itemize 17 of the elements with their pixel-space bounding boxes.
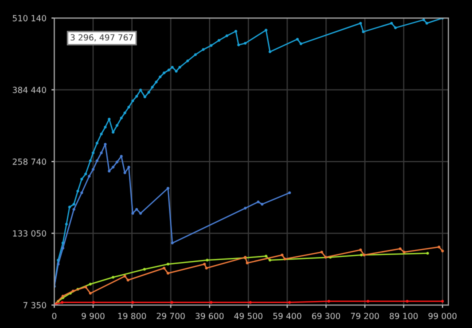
- x-tick-label: 19 800: [118, 312, 146, 320]
- y-tick-label: 133 050: [13, 230, 46, 237]
- y-tick-label: 510 140: [12, 15, 46, 22]
- y-tick-label: 258 740: [12, 158, 46, 165]
- annotation: 3 296, 497 767: [70, 34, 133, 42]
- y-tick-label: 7 350: [23, 302, 46, 308]
- y-tick-label: 384 440: [12, 86, 46, 94]
- x-tick-label: 29 700: [156, 312, 185, 320]
- x-tick-label: 49 500: [234, 312, 262, 320]
- x-tick-label: 79 200: [350, 312, 379, 320]
- x-tick-label: 39 600: [196, 312, 224, 320]
- x-tick-label: 89 100: [390, 312, 418, 320]
- x-tick-label: 69 300: [312, 312, 340, 320]
- x-tick-label: 99 000: [428, 312, 457, 320]
- x-tick-label: 59 400: [273, 312, 302, 320]
- x-tick-label: 9 900: [82, 312, 104, 320]
- x-tick-label: 0: [52, 312, 56, 320]
